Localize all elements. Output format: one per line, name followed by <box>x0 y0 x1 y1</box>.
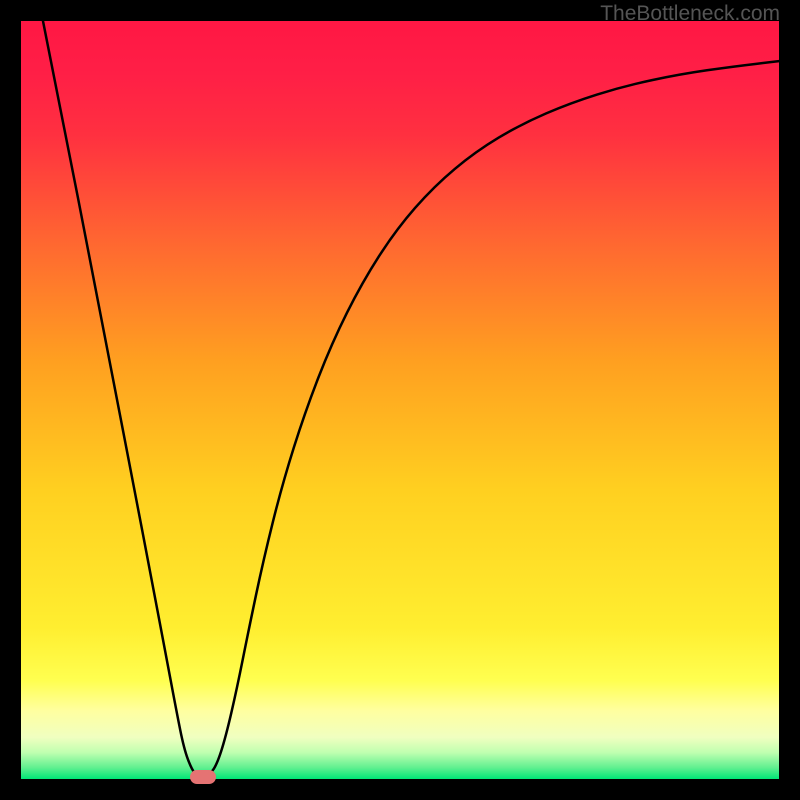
bottleneck-curve <box>43 21 779 776</box>
watermark-text: TheBottleneck.com <box>600 2 780 26</box>
curve-layer <box>21 21 779 779</box>
optimum-marker <box>190 770 216 784</box>
plot-area <box>21 21 779 779</box>
